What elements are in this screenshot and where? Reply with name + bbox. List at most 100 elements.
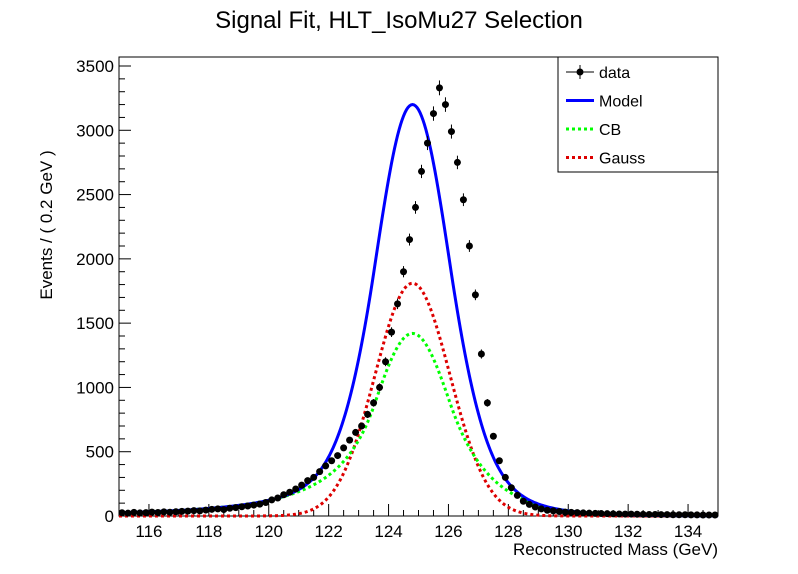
data-point — [244, 502, 252, 510]
data-point — [190, 507, 198, 515]
data-point — [537, 505, 545, 513]
data-point — [435, 84, 443, 92]
data-point — [202, 506, 210, 514]
data-point — [352, 428, 360, 436]
y-tick-label: 2500 — [76, 186, 114, 205]
data-point — [394, 300, 402, 308]
y-axis-label: Events / ( 0.2 GeV ) — [37, 150, 56, 299]
data-point — [429, 110, 437, 118]
data-point — [136, 509, 144, 517]
data-point — [178, 507, 186, 515]
data-point — [417, 167, 425, 175]
data-point — [639, 510, 647, 518]
data-point — [364, 410, 372, 418]
data-point — [591, 509, 599, 517]
y-tick-label: 3000 — [76, 121, 114, 140]
data-point — [298, 481, 306, 489]
data-point — [645, 510, 653, 518]
data-point — [573, 509, 581, 517]
data-point — [513, 491, 521, 499]
data-point — [256, 500, 264, 508]
data-point — [166, 508, 174, 516]
legend: data Model CB Gauss — [557, 56, 719, 173]
x-tick-label: 132 — [614, 522, 642, 541]
data-point — [483, 399, 491, 407]
data-point — [226, 504, 234, 512]
data-point — [447, 128, 455, 136]
y-tick-label: 1500 — [76, 314, 114, 333]
data-point — [154, 509, 162, 517]
data-point — [262, 499, 270, 506]
data-point — [663, 511, 671, 519]
data-point — [142, 509, 150, 517]
data-point — [328, 457, 336, 465]
data-point — [346, 436, 354, 444]
data-point — [555, 508, 563, 515]
data-point — [334, 452, 342, 460]
data-point — [208, 505, 216, 513]
data-point — [340, 444, 348, 452]
data-point — [621, 510, 629, 518]
data-point — [687, 511, 695, 519]
data-point — [250, 501, 258, 509]
data-point — [525, 500, 533, 508]
x-tick-label: 128 — [494, 522, 522, 541]
data-point — [406, 236, 414, 244]
data-point — [214, 505, 222, 513]
data-point — [304, 477, 312, 485]
data-point — [681, 511, 689, 519]
data-point — [130, 508, 138, 516]
x-tick-label: 116 — [135, 522, 162, 541]
data-point — [501, 473, 509, 481]
data-point — [238, 503, 246, 511]
y-tick-label: 500 — [86, 443, 114, 462]
data-point — [495, 457, 503, 465]
data-point — [531, 503, 539, 511]
y-tick-label: 3500 — [76, 57, 114, 76]
data-point — [711, 511, 719, 519]
data-point — [519, 497, 527, 505]
data-point — [412, 203, 420, 211]
data-point — [471, 291, 479, 299]
legend-label: Model — [599, 94, 643, 111]
data-point — [268, 496, 276, 504]
data-point — [579, 509, 587, 517]
data-point — [358, 422, 366, 430]
data-point — [376, 383, 384, 391]
data-point — [322, 462, 330, 470]
data-point — [423, 139, 431, 147]
x-tick-label: 130 — [554, 522, 582, 541]
data-point — [651, 510, 659, 518]
data-point — [280, 491, 288, 499]
data-point — [585, 509, 593, 517]
data-point — [669, 511, 677, 519]
data-point — [388, 328, 396, 336]
x-tick-label: 122 — [314, 522, 342, 541]
data-point — [633, 510, 641, 518]
legend-label: data — [599, 65, 630, 82]
data-point — [124, 509, 132, 517]
y-tick-label: 0 — [105, 507, 114, 526]
data-point — [184, 507, 192, 515]
data-point — [292, 485, 300, 493]
data-point — [597, 510, 605, 518]
data-points — [118, 80, 719, 519]
data-point — [316, 468, 324, 476]
data-point — [549, 507, 557, 515]
data-point — [286, 488, 294, 496]
data-point — [400, 268, 408, 276]
data-point — [220, 506, 228, 514]
data-point — [459, 196, 467, 204]
x-tick-label: 120 — [255, 522, 283, 541]
data-point — [160, 508, 168, 516]
data-point — [615, 510, 623, 518]
data-point — [172, 508, 180, 516]
legend-marker — [576, 68, 584, 76]
x-axis-label: Reconstructed Mass (GeV) — [513, 540, 718, 559]
y-tick-label: 2000 — [76, 250, 114, 269]
data-point — [477, 350, 485, 358]
data-point — [489, 432, 497, 440]
x-tick-label: 134 — [674, 522, 702, 541]
data-point — [705, 511, 713, 519]
